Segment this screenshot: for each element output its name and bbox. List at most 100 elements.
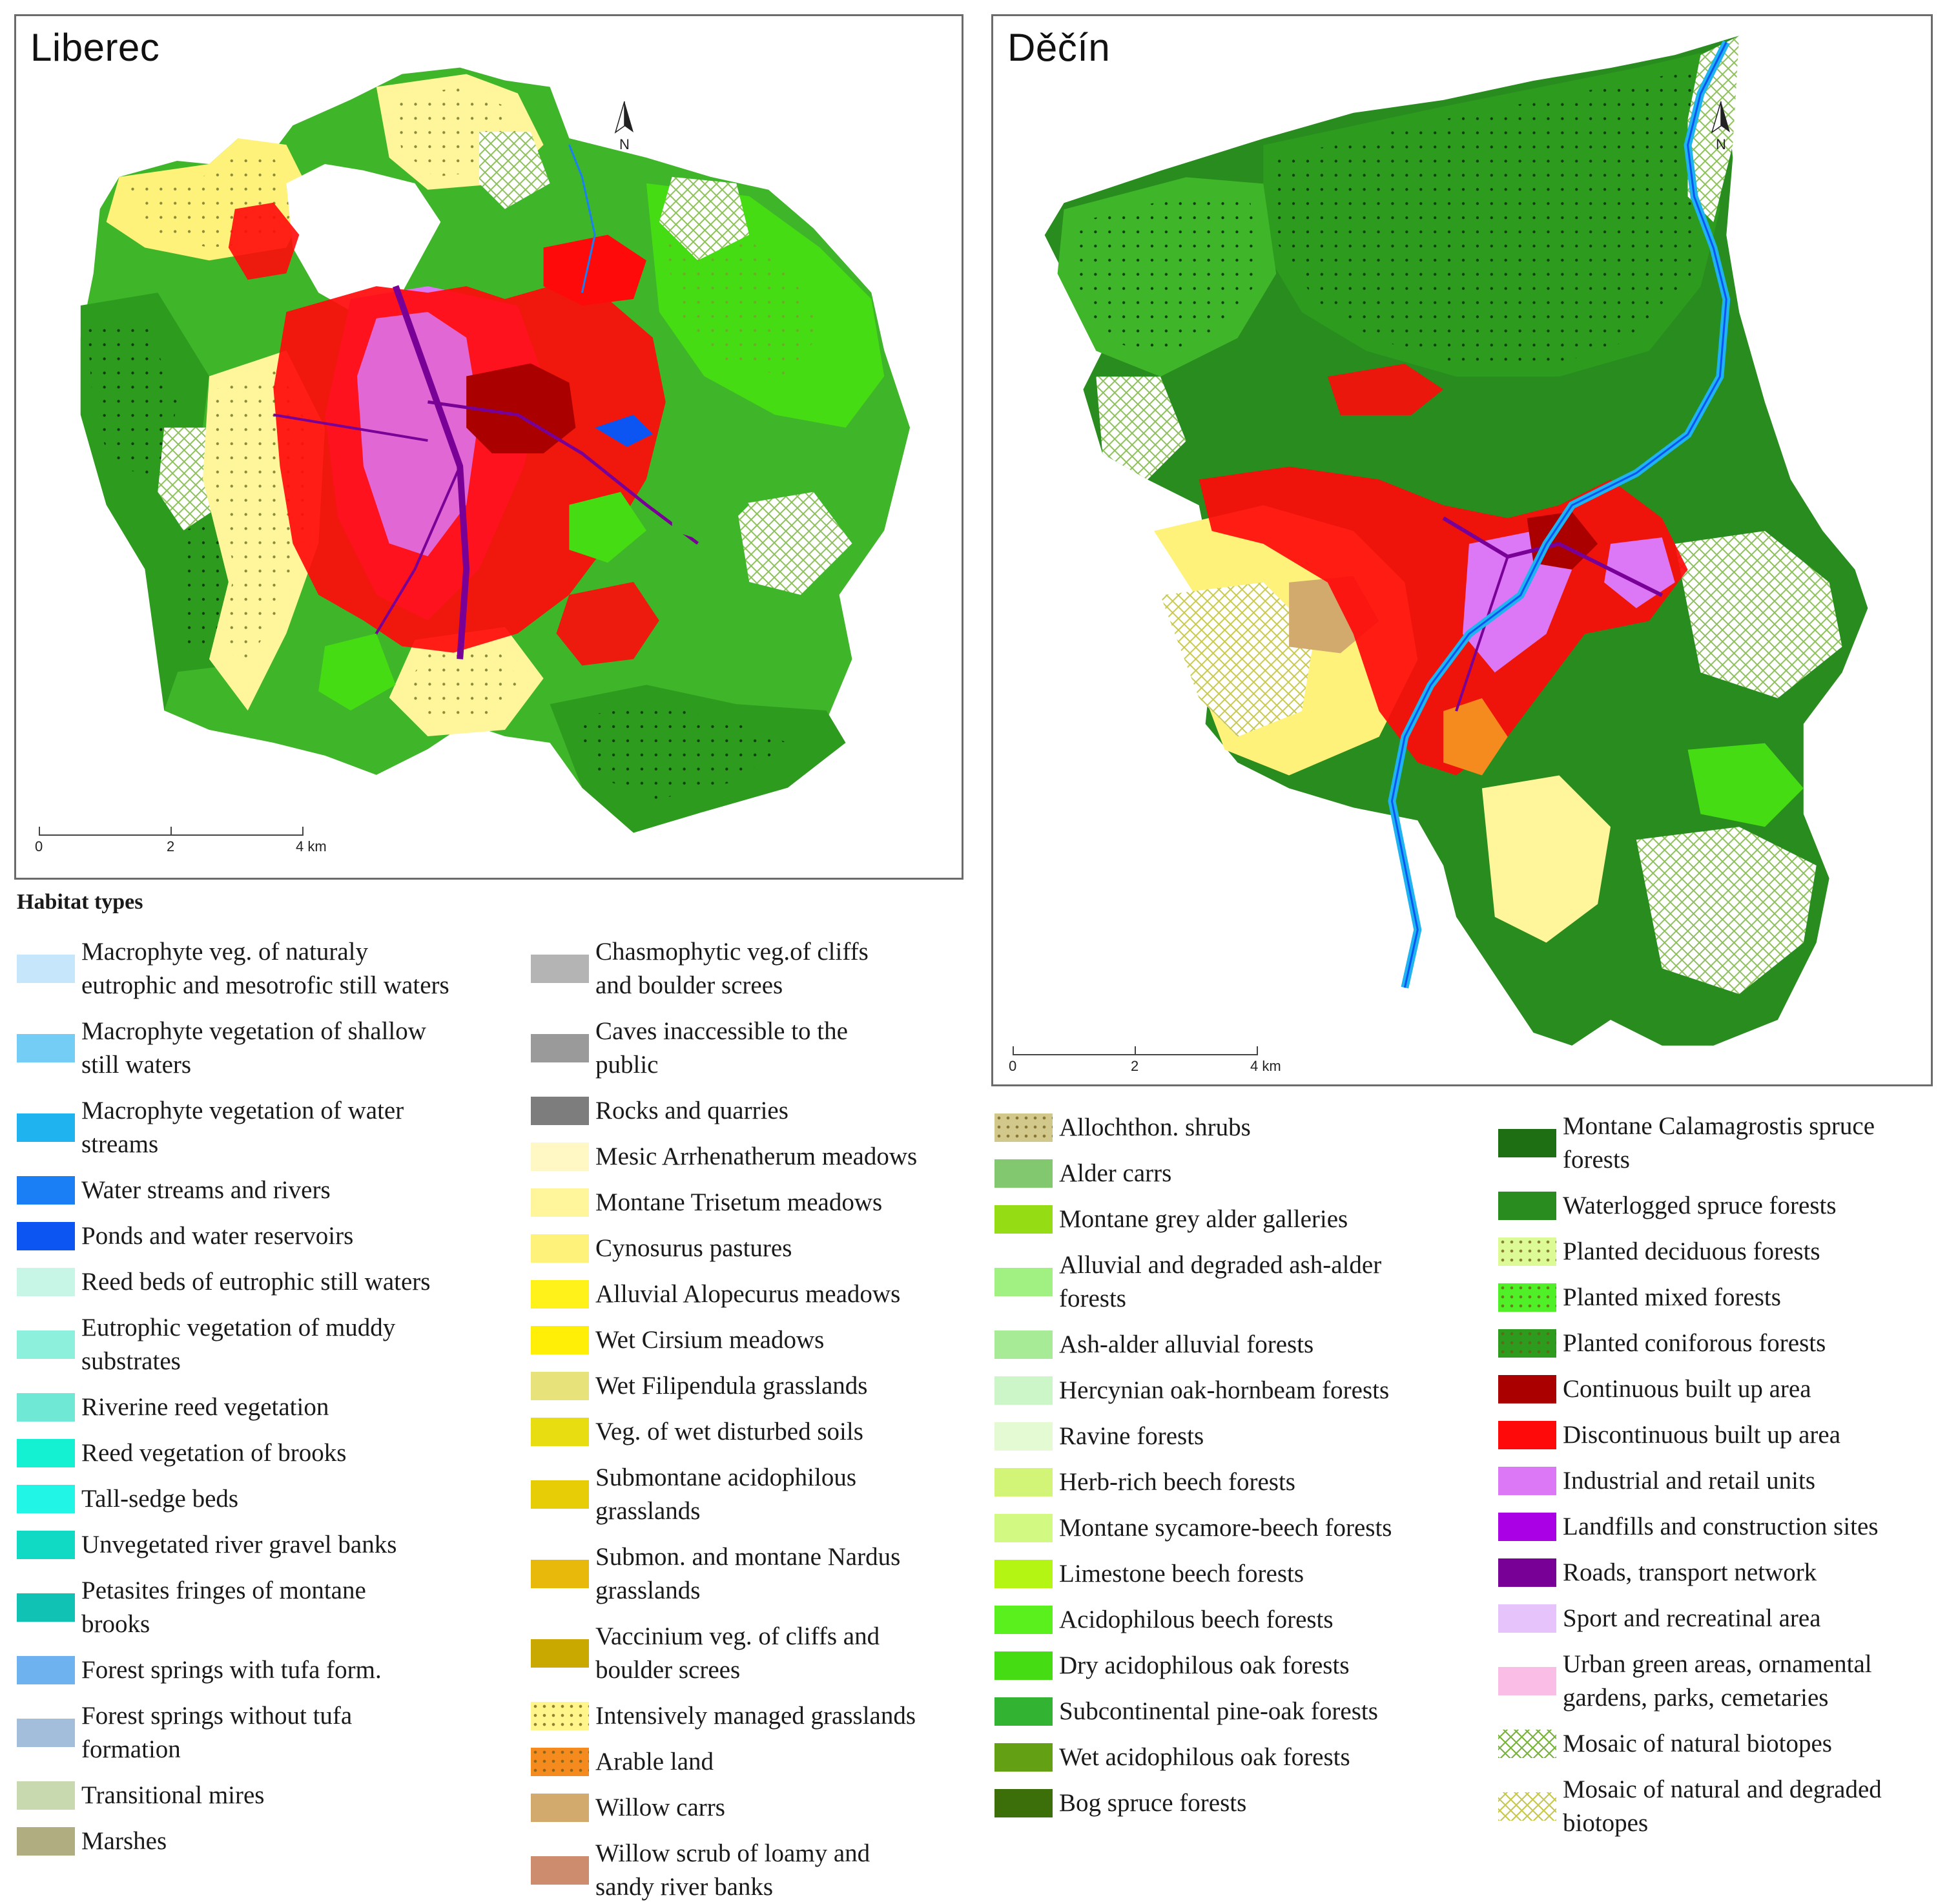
- legend-label-line: Acidophilous beech forests: [1059, 1606, 1334, 1633]
- legend-label: Dry acidophilous oak forests: [1059, 1649, 1350, 1682]
- legend-label-line: Cynosurus pastures: [595, 1234, 792, 1262]
- liberec-city-centre: [466, 363, 576, 453]
- legend-label-line: Macrophyte vegetation of shallow: [81, 1017, 426, 1045]
- legend-label-line: Landfills and construction sites: [1563, 1513, 1879, 1540]
- legend-label-line: Montane Trisetum meadows: [595, 1188, 883, 1216]
- legend-label-line: Montane Calamagrostis spruce: [1563, 1112, 1875, 1140]
- legend-label-line: forests: [1059, 1285, 1126, 1312]
- legend-label: Willow scrub of loamy and sandy river ban…: [595, 1837, 870, 1904]
- legend-label-line: Industrial and retail units: [1563, 1467, 1815, 1495]
- legend-swatch: [994, 1651, 1053, 1680]
- legend-swatch: [1498, 1421, 1556, 1449]
- legend-label: Riverine reed vegetation: [81, 1391, 329, 1424]
- legend-label-line: Limestone beech forests: [1059, 1560, 1304, 1588]
- legend-label: Macrophyte vegetation of water streams: [81, 1094, 404, 1161]
- legend-swatch: [1498, 1792, 1556, 1821]
- legend-label-line: Eutrophic vegetation of muddy: [81, 1314, 396, 1341]
- legend-label: Montane sycamore-beech forests: [1059, 1511, 1392, 1545]
- legend-label-line: Arable land: [595, 1748, 714, 1775]
- legend-swatch: [531, 1234, 589, 1263]
- legend-label-line: grasslands: [595, 1497, 701, 1525]
- legend-swatch: [994, 1514, 1053, 1542]
- legend-swatch: [994, 1743, 1053, 1772]
- legend-label: Herb-rich beech forests: [1059, 1465, 1295, 1499]
- legend-label: Subcontinental pine-oak forests: [1059, 1695, 1378, 1728]
- legend-label: Hercynian oak-hornbeam forests: [1059, 1374, 1389, 1407]
- north-arrow-icon: [614, 101, 634, 134]
- legend-label-line: Willow carrs: [595, 1794, 725, 1821]
- legend-label: Vaccinium veg. of cliffs and boulder scre…: [595, 1620, 880, 1687]
- legend-label-line: sandy river banks: [595, 1873, 774, 1901]
- legend-label: Wet Cirsium meadows: [595, 1323, 824, 1357]
- legend-label-line: Transitional mires: [81, 1781, 265, 1809]
- legend-swatch: [17, 1656, 75, 1684]
- legend-label-line: Mesic Arrhenatherum meadows: [595, 1143, 918, 1170]
- legend-label: Roads, transport network: [1563, 1556, 1817, 1589]
- legend-label: Ravine forests: [1059, 1420, 1204, 1453]
- legend-label-line: Tall-sedge beds: [81, 1485, 239, 1513]
- legend-swatch: [17, 1393, 75, 1422]
- north-label-liberec: N: [619, 136, 630, 152]
- legend-label: Cynosurus pastures: [595, 1232, 792, 1265]
- legend-label-line: Water streams and rivers: [81, 1176, 331, 1204]
- legend-label: Intensively managed grasslands: [595, 1699, 916, 1733]
- legend-label-line: still waters: [81, 1051, 192, 1079]
- legend-swatch: [994, 1330, 1053, 1359]
- legend-label-line: Subcontinental pine-oak forests: [1059, 1697, 1378, 1725]
- legend-label-line: Wet Filipendula grasslands: [595, 1372, 868, 1400]
- legend-label: Eutrophic vegetation of muddy substrates: [81, 1311, 395, 1378]
- legend-swatch: [531, 1326, 589, 1354]
- legend-label: Alluvial and degraded ash-alder forests: [1059, 1248, 1381, 1316]
- legend-label: Unvegetated river gravel banks: [81, 1528, 397, 1562]
- legend-label-line: Hercynian oak-hornbeam forests: [1059, 1376, 1390, 1404]
- legend-swatch: [531, 1372, 589, 1400]
- legend-label: Ponds and water reservoirs: [81, 1219, 353, 1253]
- legend-label-line: Chasmophytic veg.of cliffs: [595, 938, 869, 966]
- legend-label: Chasmophytic veg.of cliffs and boulder sc…: [595, 935, 869, 1002]
- scale-tick-decin-0: 0: [1009, 1058, 1017, 1074]
- legend-swatch: [17, 1268, 75, 1296]
- legend-label-line: Roads, transport network: [1563, 1558, 1817, 1586]
- legend-swatch: [994, 1376, 1053, 1405]
- map-panel-decin: Děčín N 0 2 4 km: [991, 14, 1933, 1086]
- legend-label: Rocks and quarries: [595, 1094, 788, 1128]
- legend-label-line: Macrophyte vegetation of water: [81, 1097, 404, 1124]
- legend-swatch: [994, 1606, 1053, 1634]
- legend-swatch: [17, 1485, 75, 1513]
- legend-label-line: Forest springs with tufa form.: [81, 1656, 382, 1684]
- legend-swatch: [531, 1856, 589, 1885]
- legend-label: Acidophilous beech forests: [1059, 1603, 1334, 1637]
- legend-label-line: eutrophic and mesotrofic still waters: [81, 971, 449, 999]
- legend-label: Planted coniforous forests: [1563, 1327, 1826, 1360]
- legend-swatch: [994, 1789, 1053, 1817]
- legend-swatch: [531, 1748, 589, 1776]
- legend-label: Arable land: [595, 1745, 714, 1779]
- legend-swatch: [994, 1422, 1053, 1451]
- legend-label-line: Intensively managed grasslands: [595, 1702, 916, 1730]
- legend-label: Waterlogged spruce forests: [1563, 1189, 1837, 1223]
- legend-label-line: Riverine reed vegetation: [81, 1393, 329, 1421]
- legend-label: Continuous built up area: [1563, 1372, 1811, 1406]
- legend-swatch: [531, 1034, 589, 1062]
- legend-swatch: [1498, 1604, 1556, 1633]
- legend-label-line: substrates: [81, 1347, 181, 1375]
- legend-label: Mesic Arrhenatherum meadows: [595, 1140, 917, 1174]
- map-title-decin: Děčín: [1007, 26, 1111, 69]
- legend-swatch: [994, 1560, 1053, 1588]
- legend-swatch: [17, 1176, 75, 1205]
- legend-label: Forest springs with tufa form.: [81, 1653, 382, 1687]
- legend-swatch: [531, 1560, 589, 1588]
- legend-label: Mosaic of natural and degraded biotopes: [1563, 1773, 1882, 1840]
- legend-label: Submon. and montane Nardus grasslands: [595, 1540, 900, 1608]
- legend-label-line: Ash-alder alluvial forests: [1059, 1330, 1314, 1358]
- legend-label-line: Vaccinium veg. of cliffs and: [595, 1622, 880, 1650]
- legend-label-line: Veg. of wet disturbed soils: [595, 1418, 863, 1445]
- legend-label-line: Marshes: [81, 1827, 167, 1855]
- legend-label-line: Planted mixed forests: [1563, 1283, 1781, 1311]
- legend-label-line: Urban green areas, ornamental: [1563, 1650, 1872, 1678]
- legend-label: Reed vegetation of brooks: [81, 1436, 346, 1470]
- legend-label: Caves inaccessible to the public: [595, 1015, 848, 1082]
- legend-label: Petasites fringes of montane brooks: [81, 1574, 366, 1641]
- legend-label-line: Willow scrub of loamy and: [595, 1839, 870, 1867]
- legend-swatch: [1498, 1467, 1556, 1495]
